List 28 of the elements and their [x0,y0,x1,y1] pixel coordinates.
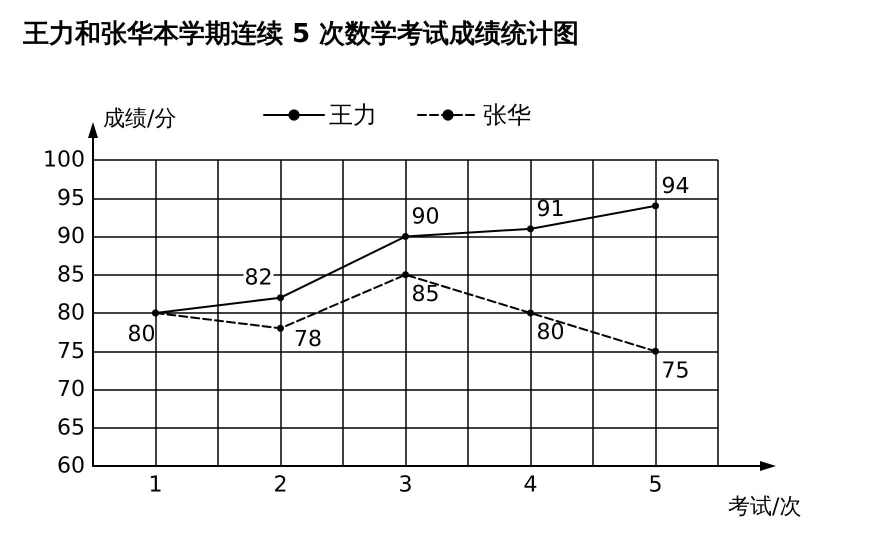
x-tick-label: 3 [398,472,412,498]
data-label: 94 [662,174,690,199]
x-tick-label: 5 [648,472,662,498]
data-label: 91 [536,196,564,222]
data-label: 75 [662,358,690,384]
legend-label: 王力 [329,101,377,129]
x-tick-label: 2 [274,472,288,498]
y-tick-label: 65 [57,415,85,440]
y-tick-label: 75 [57,338,85,364]
y-axis-title: 成绩/分 [103,106,176,132]
x-axis-title: 考试/次 [728,494,802,520]
y-tick-label: 70 [57,377,85,402]
y-tick-label: 90 [57,224,85,249]
data-label: 78 [294,326,322,352]
y-tick-label: 100 [43,148,85,172]
data-label: 82 [244,266,272,291]
data-label: 80 [128,322,156,347]
legend-label: 张华 [483,101,531,129]
data-label: 85 [412,282,440,307]
data-label: 80 [536,320,564,345]
y-tick-label: 80 [57,300,85,326]
chart-title: 王力和张华本学期连续 5 次数学考试成绩统计图 [22,19,580,49]
y-tick-label: 85 [57,262,85,288]
y-tick-label: 95 [57,186,85,211]
x-tick-label: 1 [148,472,162,498]
x-tick-label: 4 [524,472,538,498]
data-label: 90 [412,204,440,230]
y-tick-label: 60 [57,454,85,478]
